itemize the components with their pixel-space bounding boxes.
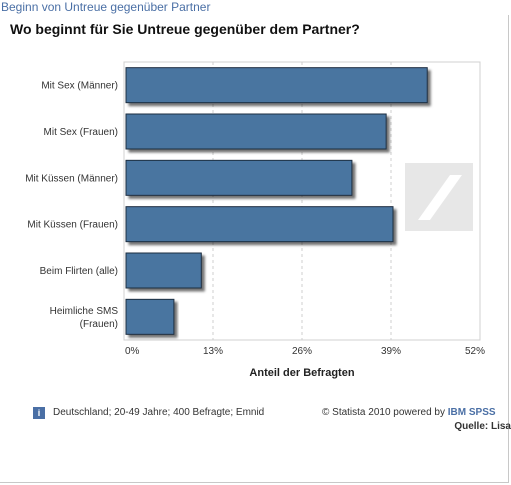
bar <box>125 206 394 243</box>
category-label: Beim Flirten (alle) <box>40 266 118 277</box>
x-tick-label: 39% <box>381 346 401 357</box>
category-label: Mit Küssen (Frauen) <box>27 220 118 231</box>
bar <box>125 159 353 196</box>
copyright-block: © Statista 2010 powered by IBM SPSS Quel… <box>322 406 511 434</box>
x-axis-label: Anteil der Befragten <box>249 367 355 379</box>
quelle-text: Quelle: Lisa <box>454 421 511 432</box>
x-tick-label: 13% <box>203 346 223 357</box>
category-label: Mit Sex (Männer) <box>41 81 118 92</box>
chart-title: Wo beginnt für Sie Untreue gegenüber dem… <box>10 21 360 37</box>
category-label: Mit Sex (Frauen) <box>44 127 118 138</box>
category-label: Mit Küssen (Männer) <box>25 173 118 184</box>
chart-frame <box>0 15 509 483</box>
x-tick-label: 0% <box>125 346 140 357</box>
info-icon[interactable]: i <box>33 407 45 419</box>
bar <box>125 67 428 104</box>
source-note: Deutschland; 20-49 Jahre; 400 Befragte; … <box>53 407 265 418</box>
category-label: Heimliche SMS (Frauen) <box>50 306 119 330</box>
watermark-logo <box>405 163 473 231</box>
copyright-text: © Statista 2010 powered by <box>322 407 445 418</box>
bar <box>125 298 175 335</box>
bar <box>125 252 202 289</box>
x-tick-label: 26% <box>292 346 312 357</box>
x-tick-label: 52% <box>465 346 485 357</box>
plot-area: 0% 13% 26% 39% 52% Mit Sex (Männer) Mit Sex (F… <box>25 61 485 357</box>
brand-link[interactable]: IBM SPSS <box>447 407 496 418</box>
breadcrumb-link[interactable]: Beginn von Untreue gegenüber Partner <box>1 0 211 14</box>
bar <box>125 113 387 150</box>
